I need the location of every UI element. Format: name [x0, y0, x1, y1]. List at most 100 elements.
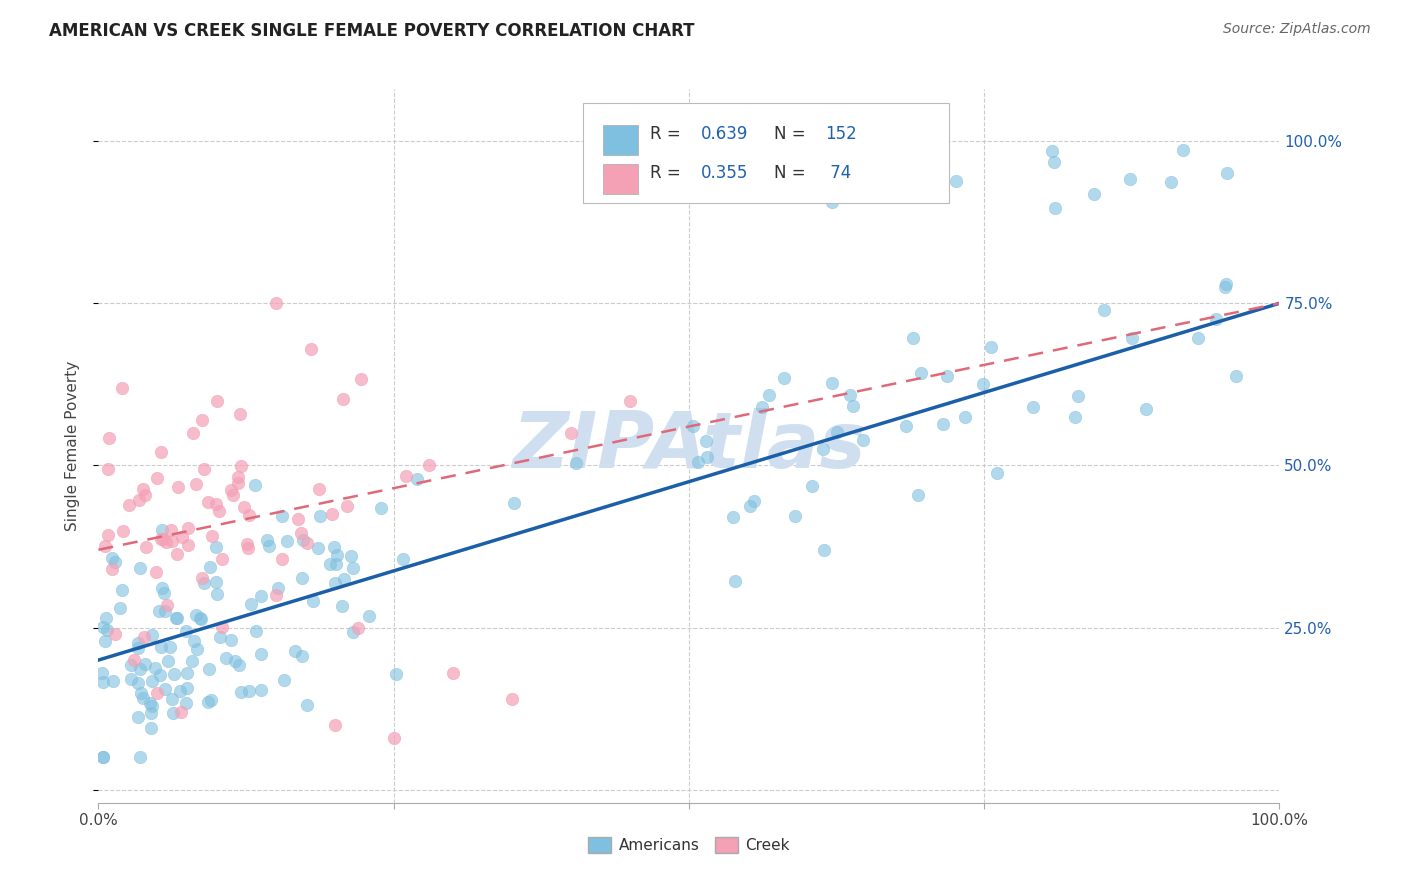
Point — [150, 523, 173, 537]
Point — [191, 571, 214, 585]
Point — [291, 571, 314, 585]
Point — [150, 640, 173, 655]
Point — [231, 685, 253, 699]
Point — [1160, 175, 1182, 189]
Y-axis label: Single Female Poverty: Single Female Poverty — [65, 361, 80, 531]
Point — [112, 524, 135, 538]
Point — [170, 705, 193, 719]
Point — [250, 589, 273, 603]
Point — [188, 611, 211, 625]
Point — [1205, 311, 1227, 326]
Point — [813, 542, 835, 557]
Point — [245, 624, 267, 638]
Text: N =: N = — [773, 164, 811, 182]
Point — [229, 459, 252, 474]
Point — [291, 649, 314, 664]
Point — [299, 342, 322, 356]
Point — [149, 667, 172, 681]
Point — [155, 535, 177, 549]
Point — [91, 620, 114, 634]
Point — [287, 511, 309, 525]
Point — [896, 419, 918, 434]
Point — [177, 521, 200, 535]
Point — [619, 393, 641, 408]
Point — [111, 381, 134, 395]
Point — [357, 609, 380, 624]
Point — [141, 699, 163, 714]
Point — [903, 331, 925, 345]
Point — [145, 565, 167, 579]
Point — [141, 628, 163, 642]
Point — [205, 497, 228, 511]
Point — [266, 581, 288, 595]
Point — [264, 588, 287, 602]
Point — [1187, 331, 1209, 345]
Point — [221, 488, 243, 502]
Point — [841, 399, 863, 413]
Text: R =: R = — [650, 125, 686, 143]
Point — [128, 662, 150, 676]
Point — [166, 547, 188, 561]
Point — [120, 672, 142, 686]
Point — [350, 372, 373, 386]
Point — [127, 635, 149, 649]
Point — [160, 523, 183, 537]
Point — [184, 608, 207, 623]
Point — [292, 533, 315, 547]
Point — [406, 472, 429, 486]
Point — [176, 666, 198, 681]
Point — [783, 508, 806, 523]
Point — [721, 510, 744, 524]
Point — [128, 561, 150, 575]
Point — [325, 575, 347, 590]
Point — [738, 499, 761, 513]
Point — [340, 549, 363, 563]
Point — [127, 710, 149, 724]
Point — [742, 494, 765, 508]
Point — [1043, 201, 1066, 215]
Point — [758, 388, 780, 402]
Point — [148, 604, 170, 618]
Point — [1067, 389, 1090, 403]
Point — [245, 478, 267, 492]
Point — [91, 674, 114, 689]
Point — [200, 529, 222, 543]
Point — [174, 624, 197, 639]
Point — [276, 534, 298, 549]
Point — [290, 526, 312, 541]
Point — [307, 541, 329, 555]
Text: 74: 74 — [825, 164, 851, 182]
Point — [155, 604, 177, 618]
Point — [176, 681, 198, 696]
Point — [169, 683, 191, 698]
Point — [1092, 302, 1115, 317]
Text: 0.639: 0.639 — [700, 125, 748, 143]
Point — [143, 661, 166, 675]
Point — [696, 450, 718, 464]
Point — [980, 340, 1002, 354]
Point — [326, 548, 349, 562]
Point — [118, 498, 141, 512]
Point — [94, 539, 117, 553]
Point — [198, 662, 221, 676]
Point — [236, 537, 259, 551]
Point — [1215, 277, 1237, 291]
Point — [211, 552, 233, 566]
Point — [953, 410, 976, 425]
Point — [250, 648, 273, 662]
Point — [851, 433, 873, 447]
Point — [155, 681, 177, 696]
Point — [163, 666, 186, 681]
Point — [773, 371, 796, 385]
Point — [321, 507, 343, 521]
Point — [104, 627, 127, 641]
Legend: Americans, Creek: Americans, Creek — [582, 831, 796, 859]
Point — [319, 558, 342, 572]
Point — [228, 657, 250, 672]
Point — [945, 174, 967, 188]
Point — [208, 504, 231, 518]
Point — [211, 620, 233, 634]
Point — [157, 654, 180, 668]
Point — [224, 654, 246, 668]
Point — [295, 535, 318, 549]
